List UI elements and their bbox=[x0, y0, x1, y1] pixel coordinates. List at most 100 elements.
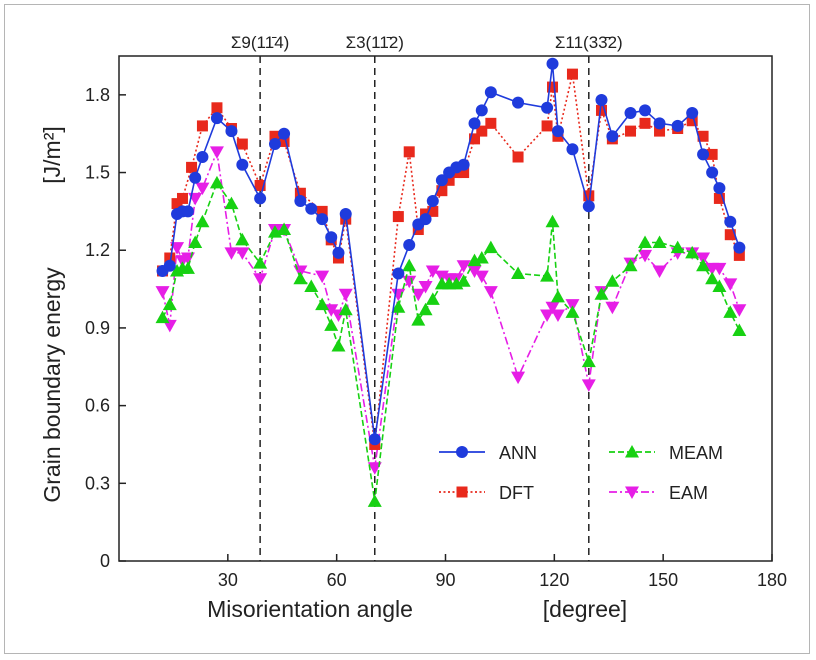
series-ann bbox=[156, 57, 746, 446]
data-point-marker bbox=[581, 354, 596, 368]
legend-label: MEAM bbox=[669, 443, 723, 463]
data-point-marker bbox=[278, 135, 290, 147]
data-point-marker bbox=[565, 299, 580, 312]
data-point-marker bbox=[419, 213, 432, 226]
data-point-marker bbox=[180, 261, 195, 274]
data-point-marker bbox=[254, 179, 266, 191]
data-point-marker bbox=[653, 117, 666, 130]
data-point-marker bbox=[170, 242, 185, 255]
boundary-label: Σ9(11̄4) bbox=[231, 33, 289, 52]
y-tick-label: 1.8 bbox=[85, 85, 110, 105]
data-point-marker bbox=[304, 279, 319, 292]
data-point-marker bbox=[211, 102, 223, 114]
grain-boundary-energy-chart: Σ9(11̄4) Σ3(11̄2) Σ11(33̄2) 30 60 90 120 150 18… bbox=[39, 33, 787, 622]
data-point-marker bbox=[458, 167, 470, 179]
x-tick-label: 60 bbox=[327, 570, 347, 590]
data-point-marker bbox=[435, 174, 448, 187]
data-point-marker bbox=[253, 273, 268, 286]
data-point-marker bbox=[315, 297, 330, 311]
data-point-marker bbox=[625, 486, 639, 499]
data-point-marker bbox=[723, 278, 738, 291]
data-point-marker bbox=[188, 235, 203, 248]
data-point-marker bbox=[268, 138, 281, 151]
data-point-marker bbox=[425, 265, 440, 278]
data-point-marker bbox=[625, 125, 637, 137]
data-point-marker bbox=[697, 148, 710, 161]
data-point-marker bbox=[467, 265, 482, 278]
data-point-marker bbox=[706, 166, 719, 179]
series-line bbox=[161, 181, 741, 502]
data-point-marker bbox=[210, 112, 223, 125]
data-point-marker bbox=[278, 127, 291, 140]
data-point-marker bbox=[426, 195, 439, 208]
data-point-marker bbox=[418, 280, 433, 294]
data-point-marker bbox=[331, 339, 346, 352]
data-point-marker bbox=[732, 323, 747, 337]
data-point-marker bbox=[595, 94, 608, 107]
data-point-marker bbox=[566, 68, 578, 80]
x-axis-title: Misorientation angle bbox=[207, 596, 413, 622]
data-point-marker bbox=[712, 279, 727, 292]
data-point-marker bbox=[623, 258, 638, 272]
data-point-marker bbox=[305, 202, 318, 215]
data-point-marker bbox=[565, 305, 580, 318]
series-line bbox=[161, 148, 741, 468]
data-point-marker bbox=[403, 146, 415, 158]
data-point-marker bbox=[224, 247, 239, 260]
data-point-marker bbox=[155, 310, 170, 324]
data-point-marker bbox=[638, 235, 653, 248]
data-point-marker bbox=[155, 286, 170, 299]
data-point-marker bbox=[724, 229, 736, 241]
data-point-marker bbox=[236, 138, 248, 150]
y-tick-label: 1.2 bbox=[85, 240, 110, 260]
data-point-marker bbox=[583, 190, 595, 202]
data-point-marker bbox=[638, 249, 653, 263]
data-point-marker bbox=[368, 433, 381, 446]
data-point-marker bbox=[235, 232, 250, 246]
data-point-marker bbox=[605, 274, 620, 287]
data-point-marker bbox=[392, 211, 404, 223]
data-point-marker bbox=[671, 119, 684, 132]
data-point-marker bbox=[162, 297, 177, 311]
data-point-marker bbox=[652, 235, 667, 248]
data-point-marker bbox=[316, 205, 328, 217]
data-point-marker bbox=[581, 379, 596, 392]
x-tick-label: 90 bbox=[435, 570, 455, 590]
data-point-marker bbox=[483, 240, 498, 254]
data-point-marker bbox=[733, 249, 745, 261]
data-point-marker bbox=[540, 309, 555, 322]
y-tick-label: 0 bbox=[100, 551, 110, 571]
data-point-marker bbox=[456, 446, 468, 458]
data-point-marker bbox=[332, 246, 345, 259]
data-point-marker bbox=[164, 252, 176, 264]
data-point-marker bbox=[485, 117, 497, 129]
data-point-marker bbox=[324, 304, 339, 317]
data-point-marker bbox=[391, 288, 406, 302]
data-point-marker bbox=[469, 133, 481, 145]
data-point-marker bbox=[181, 205, 194, 218]
data-point-marker bbox=[418, 302, 433, 316]
series-meam bbox=[155, 175, 747, 507]
data-point-marker bbox=[550, 309, 565, 322]
data-point-marker bbox=[595, 104, 607, 116]
data-point-marker bbox=[670, 240, 685, 254]
data-point-marker bbox=[324, 318, 339, 331]
x-axis-unit: [degree] bbox=[543, 596, 627, 622]
data-point-marker bbox=[403, 239, 416, 252]
data-point-marker bbox=[236, 158, 249, 171]
data-point-marker bbox=[209, 146, 224, 159]
x-tick-label: 150 bbox=[648, 570, 678, 590]
series-eam bbox=[155, 146, 747, 475]
y-tick-label: 0.9 bbox=[85, 318, 110, 338]
data-point-marker bbox=[186, 161, 198, 173]
data-point-marker bbox=[545, 301, 560, 315]
y-tick-label: 0.3 bbox=[85, 473, 110, 493]
data-point-marker bbox=[339, 207, 352, 220]
data-point-marker bbox=[605, 301, 620, 315]
data-point-marker bbox=[176, 192, 188, 204]
data-point-marker bbox=[686, 115, 698, 127]
data-point-marker bbox=[209, 175, 224, 189]
legend-label: ANN bbox=[499, 443, 537, 463]
data-point-marker bbox=[338, 288, 353, 302]
data-point-marker bbox=[713, 182, 726, 195]
